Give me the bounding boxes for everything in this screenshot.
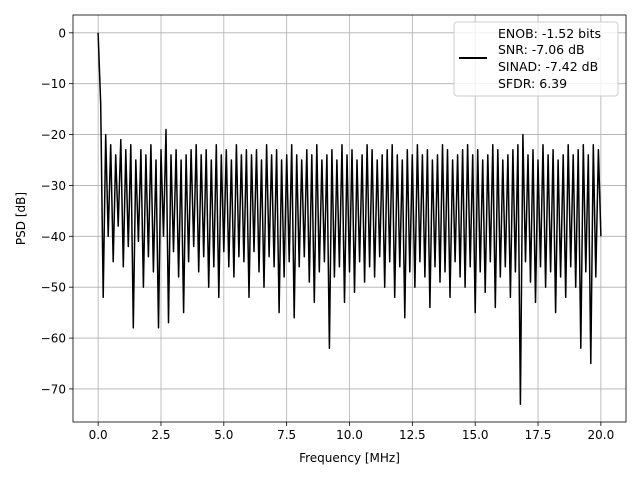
x-tick-label: 2.5 (151, 428, 170, 442)
plot-area (97, 32, 602, 405)
y-tick-label: −50 (41, 281, 66, 295)
x-axis-ticks: 0.0 2.5 5.0 7.5 10.0 12.5 15.0 17.5 20.0 (89, 422, 615, 442)
x-tick-label: 10.0 (336, 428, 363, 442)
legend-enob: ENOB: -1.52 bits (498, 26, 601, 41)
y-tick-label: −60 (41, 332, 66, 346)
legend-sfdr: SFDR: 6.39 (498, 76, 567, 91)
x-tick-label: 5.0 (214, 428, 233, 442)
x-axis-label: Frequency [MHz] (299, 451, 400, 465)
x-tick-label: 0.0 (89, 428, 108, 442)
x-tick-label: 12.5 (399, 428, 426, 442)
legend-box (453, 21, 619, 97)
psd-series-line (97, 32, 602, 405)
y-tick-label: −20 (41, 128, 66, 142)
y-tick-label: −40 (41, 230, 66, 244)
x-tick-label: 7.5 (277, 428, 296, 442)
y-tick-label: −70 (41, 382, 66, 396)
y-axis-ticks: 0 −10 −20 −30 −40 −50 −60 −70 (41, 26, 73, 396)
legend: ENOB: -1.52 bits SNR: -7.06 dB SINAD: -7… (453, 21, 619, 97)
legend-snr: SNR: -7.06 dB (498, 42, 585, 57)
x-tick-label: 15.0 (462, 428, 489, 442)
y-axis-label: PSD [dB] (14, 192, 28, 245)
y-tick-label: 0 (58, 26, 66, 40)
legend-sinad: SINAD: -7.42 dB (498, 59, 598, 74)
x-tick-label: 17.5 (525, 428, 552, 442)
y-tick-label: −10 (41, 77, 66, 91)
y-tick-label: −30 (41, 179, 66, 193)
x-tick-label: 20.0 (588, 428, 615, 442)
